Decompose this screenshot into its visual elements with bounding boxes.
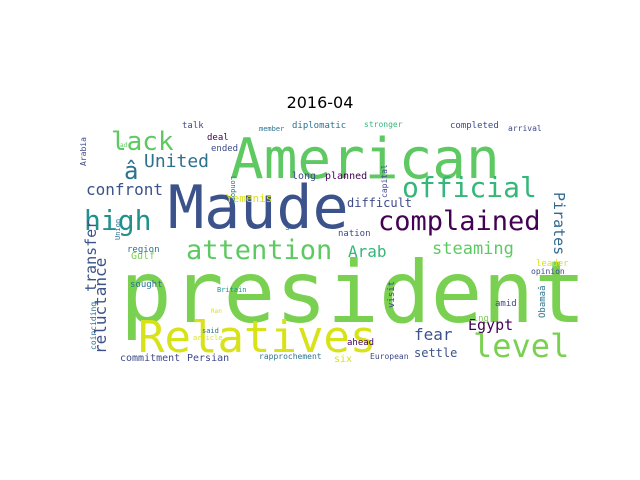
cloud-word: Relatives (138, 312, 376, 363)
cloud-word: European (370, 352, 409, 361)
cloud-word: stronger (364, 120, 403, 129)
cloud-word: Persian (187, 353, 229, 364)
cloud-word: Maude (168, 173, 349, 243)
cloud-word: said (202, 327, 219, 335)
cloud-word: sought (130, 280, 163, 290)
cloud-word: United (144, 151, 209, 172)
cloud-word: Arabia (79, 137, 88, 166)
cloud-word: talk (182, 121, 204, 131)
cloud-word: Gulf (131, 251, 155, 262)
cloud-word: president (120, 243, 586, 343)
cloud-word: Ran (211, 308, 222, 315)
cloud-word: coinciding (89, 302, 98, 350)
cloud-word: ad (120, 142, 128, 149)
cloud-word: steaming (432, 239, 514, 259)
cloud-word: American (230, 127, 500, 192)
cloud-word: Egypt (468, 316, 513, 334)
cloud-word: deal (207, 133, 229, 143)
cloud-word: amid (495, 299, 517, 309)
cloud-word: Yemenis (226, 192, 272, 205)
cloud-word: Britain (217, 286, 247, 294)
cloud-word: official (402, 171, 537, 204)
cloud-word: diplomatic (292, 121, 346, 131)
cloud-word: settle (414, 346, 457, 360)
cloud-word: high (84, 204, 151, 237)
cloud-word: ended (211, 144, 238, 154)
cloud-word: capital (380, 164, 389, 198)
cloud-word: commitment (120, 353, 180, 364)
cloud-word: attention (186, 235, 332, 266)
cloud-word: region (127, 245, 160, 255)
cloud-word: level (473, 327, 569, 365)
cloud-word: complained (378, 206, 541, 237)
cloud-word: â (124, 157, 138, 185)
cloud-word: transfer (82, 220, 100, 292)
cloud-word: Union (114, 219, 122, 240)
cloud-word: member (259, 125, 284, 133)
cloud-word: arrival (508, 124, 542, 133)
cloud-word: Arab (348, 242, 387, 261)
cloud-word: nation (338, 229, 371, 239)
cloud-word: London (229, 176, 237, 201)
cloud-word: leader (536, 259, 569, 269)
cloud-word: article (193, 334, 223, 342)
cloud-word: Obamaâ (538, 285, 548, 318)
cloud-word: six (334, 354, 352, 365)
cloud-word: long (292, 171, 316, 182)
cloud-word: fear (414, 325, 453, 344)
cloud-word: meeting (451, 314, 489, 324)
cloud-word: difficult (347, 196, 412, 210)
cloud-word: ahead (347, 338, 374, 348)
cloud-word: completed (450, 121, 499, 131)
cloud-word: confront (86, 180, 163, 199)
cloud-word: planned (325, 171, 367, 182)
cloud-word: opinion (531, 267, 565, 276)
chart-title: 2016-04 (286, 93, 354, 112)
cloud-word: rapprochement (259, 352, 322, 361)
cloud-word: Pirates (550, 192, 568, 255)
cloud-word: lack (111, 127, 174, 157)
cloud-word: visit (387, 281, 397, 308)
cloud-word: reluctance (91, 258, 110, 354)
cloud-word: s (285, 223, 290, 232)
